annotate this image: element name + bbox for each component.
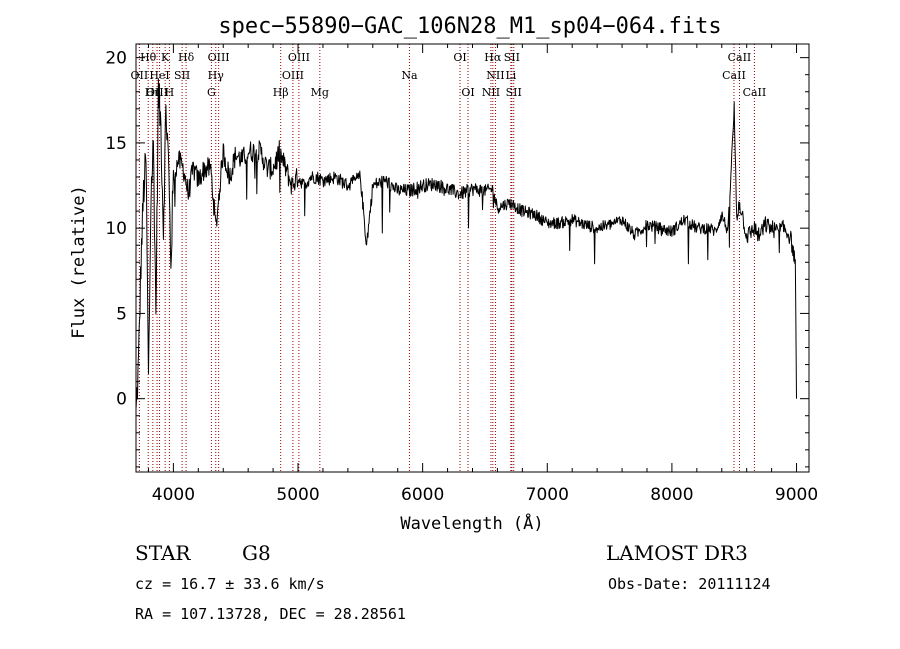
y-tick-label-0: 0 <box>116 390 127 410</box>
y-tick-label-20: 20 <box>105 49 127 69</box>
line-label-8: CaII <box>728 51 752 64</box>
line-label-6: Hα <box>484 51 502 64</box>
line-label-25: NII <box>482 86 500 99</box>
axis-ticks: 4000 5000 6000 7000 8000 9000 0 5 10 15 20 <box>105 44 818 505</box>
line-label-3: OIII <box>208 51 230 64</box>
line-label-19: Hη <box>145 86 161 99</box>
y-tick-label-10: 10 <box>105 219 127 239</box>
coordinates: RA = 107.13728, DEC = 28.28561 <box>135 605 406 623</box>
survey-name: LAMOST DR3 <box>606 541 748 565</box>
obs-date: Obs-Date: 20111124 <box>608 575 771 593</box>
line-label-2: Hδ <box>178 51 195 64</box>
x-axis-label: Wavelength (Å) <box>400 512 543 534</box>
line-label-26: SII <box>506 86 522 99</box>
line-label-9: OII <box>131 69 149 82</box>
y-tick-label-5: 5 <box>116 304 127 324</box>
line-label-1: K <box>161 51 170 64</box>
redshift-value: cz = 16.7 ± 33.6 km/s <box>135 575 325 593</box>
line-label-23: Mg <box>311 86 329 99</box>
y-tick-label-15: 15 <box>105 134 127 154</box>
line-label-27: CaII <box>743 86 767 99</box>
line-label-18: OIII <box>146 86 168 99</box>
x-tick-label-7000: 7000 <box>526 485 569 505</box>
line-label-5: OI <box>453 51 466 64</box>
line-label-11: SII <box>174 69 190 82</box>
spectral-line-markers <box>138 44 755 472</box>
x-tick-label-4000: 4000 <box>152 485 195 505</box>
line-label-20: H <box>165 86 175 99</box>
line-label-4: OIII <box>288 51 310 64</box>
x-tick-label-5000: 5000 <box>276 485 319 505</box>
object-subclass: G8 <box>242 541 271 565</box>
line-label-15: NII <box>486 69 504 82</box>
line-label-13: OIII <box>282 69 304 82</box>
line-label-17: CaII <box>722 69 746 82</box>
line-label-24: OI <box>461 86 474 99</box>
line-label-12: Hγ <box>208 69 225 82</box>
line-label-10: HeI <box>149 69 169 82</box>
object-type: STAR <box>135 541 191 565</box>
line-label-22: Hβ <box>273 86 289 99</box>
chart-title: spec−55890−GAC_106N28_M1_sp04−064.fits <box>218 14 721 39</box>
x-tick-label-6000: 6000 <box>401 485 444 505</box>
line-label-16: Li <box>505 69 516 82</box>
line-label-7: SII <box>504 51 520 64</box>
x-tick-label-8000: 8000 <box>650 485 693 505</box>
line-label-14: Na <box>401 69 418 82</box>
spectrum-series <box>135 78 797 410</box>
x-tick-label-9000: 9000 <box>775 485 818 505</box>
line-label-21: G <box>207 86 216 99</box>
spectrum-line <box>135 78 797 410</box>
line-label-0: Hθ <box>140 51 157 64</box>
y-axis-label: Flux (relative) <box>69 185 89 339</box>
